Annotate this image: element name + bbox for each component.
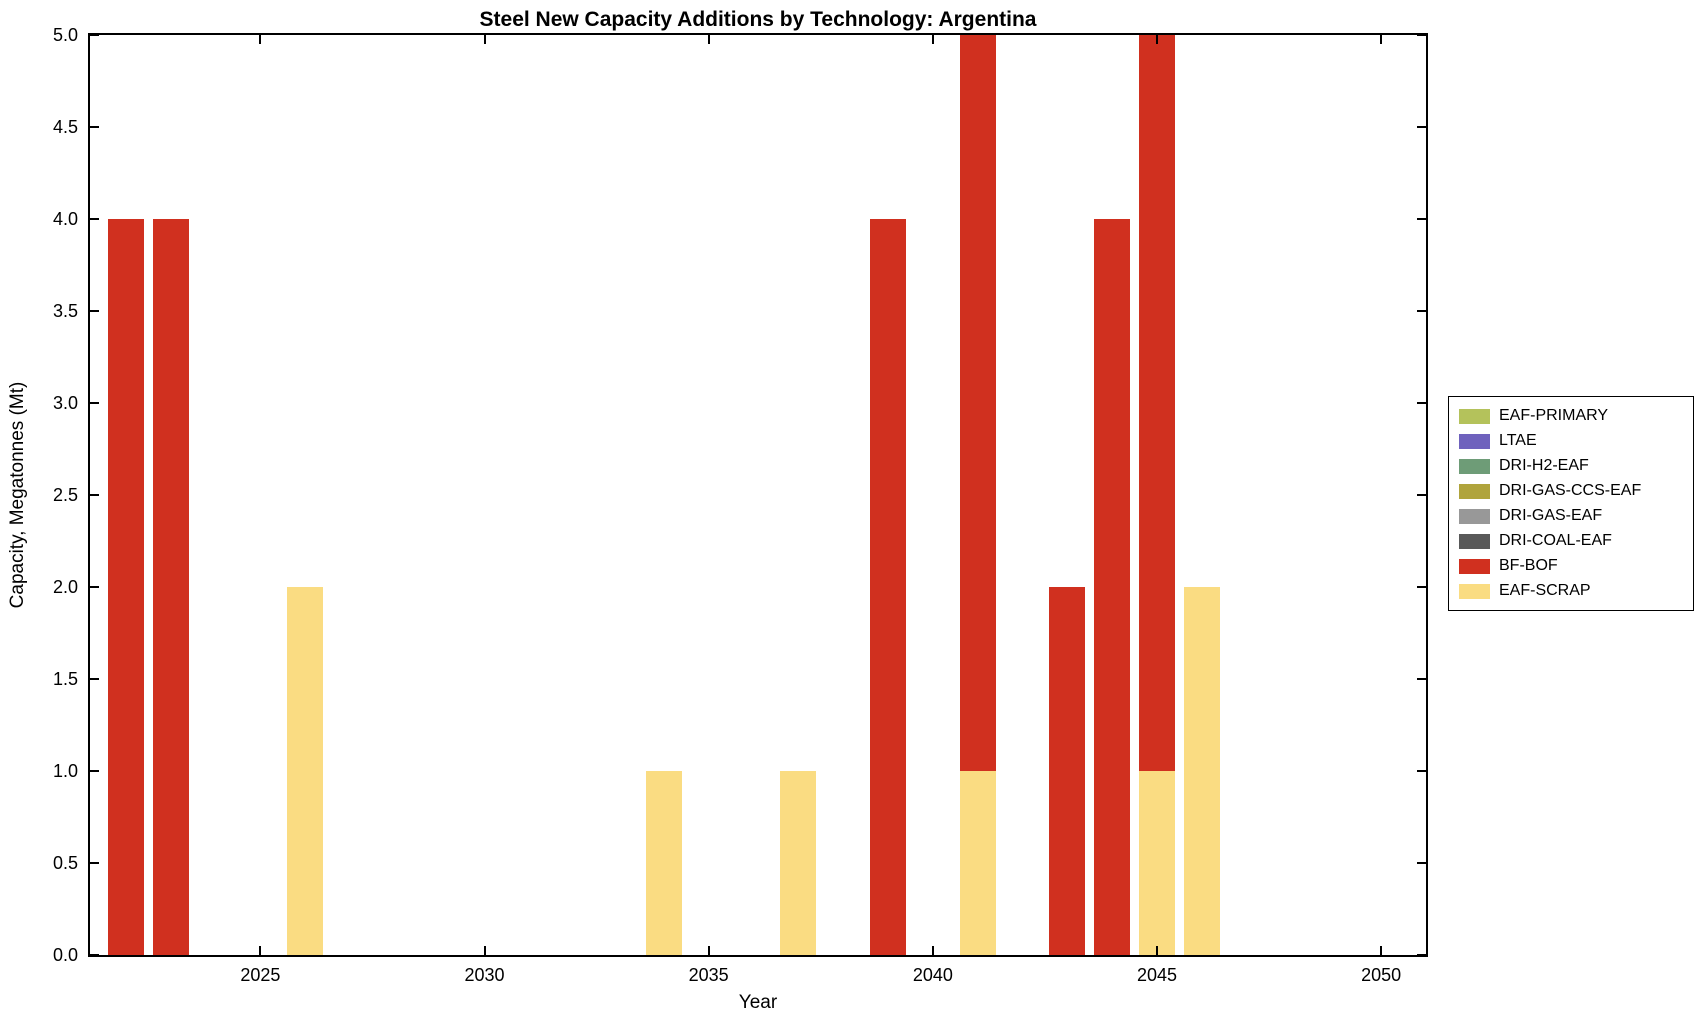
legend-label: LTAE [1499,432,1537,449]
legend-swatch [1459,558,1490,574]
y-tick-label: 3.0 [52,393,78,413]
bar-segment [1049,587,1086,955]
x-tick-label: 2040 [912,965,953,985]
x-tick [931,35,934,44]
x-tick [1156,946,1158,955]
bar-segment [287,587,324,955]
y-tick [90,218,99,220]
y-tick [90,494,99,496]
legend-label: DRI-H2-EAF [1499,457,1589,474]
y-tick [90,678,99,680]
y-tick [90,770,99,772]
bar-segment [1139,35,1175,771]
y-tick-label: 5.0 [52,25,78,45]
bar-segment [780,771,817,955]
legend-swatch [1459,583,1490,599]
x-tick [707,946,710,955]
x-tick [259,946,262,955]
y-tick-label: 3.5 [52,301,78,321]
legend-item: LTAE [1459,431,1683,451]
x-tick [931,946,934,955]
bar-segment [107,219,144,955]
y-tick [90,586,99,588]
y-tick [1417,494,1426,496]
y-tick [1417,310,1426,312]
legend-swatch [1459,408,1490,424]
y-tick [1417,402,1426,404]
bar-segment [1139,771,1175,955]
legend-item: EAF-SCRAP [1459,581,1683,601]
y-tick [1417,862,1426,864]
bar-segment [645,771,682,955]
x-tick [483,35,486,44]
x-tick [483,946,486,955]
y-tick-label: 4.0 [52,209,78,229]
legend-swatch [1459,508,1490,524]
legend-swatch [1459,433,1490,449]
legend-label: DRI-GAS-CCS-EAF [1499,482,1642,499]
legend-label: BF-BOF [1499,557,1558,574]
y-tick-label: 4.5 [52,117,78,137]
y-tick [90,402,99,404]
x-tick [259,35,262,44]
legend-label: EAF-PRIMARY [1499,407,1609,424]
legend-item: DRI-GAS-EAF [1459,506,1683,526]
y-tick-label: 2.0 [52,577,78,597]
y-tick [1417,586,1426,588]
x-tick [1156,35,1158,44]
y-tick [1417,678,1426,680]
y-tick-label: 2.5 [52,485,78,505]
y-tick [90,310,99,312]
y-tick [90,34,99,36]
legend-label: EAF-SCRAP [1499,582,1591,599]
legend-item: DRI-H2-EAF [1459,456,1683,476]
legend-swatch [1459,533,1490,549]
legend-item: DRI-GAS-CCS-EAF [1459,481,1683,501]
y-tick-label: 1.0 [52,761,78,781]
x-tick-label: 2050 [1361,965,1402,985]
legend-item: EAF-PRIMARY [1459,406,1683,426]
legend-item: DRI-COAL-EAF [1459,531,1683,551]
y-tick [90,862,99,864]
plot-area [88,33,1428,957]
y-tick [1417,218,1426,220]
legend: EAF-PRIMARY LTAE DRI-H2-EAF DRI-GAS-CCS-EAF… [1448,396,1694,611]
bar-segment [152,219,189,955]
y-tick [1417,34,1426,36]
x-tick-label: 2035 [688,965,729,985]
bar-segment [959,35,996,771]
legend-swatch [1459,483,1490,499]
chart-title: Steel New Capacity Additions by Technolo… [479,8,1037,31]
legend-item: BF-BOF [1459,556,1683,576]
y-tick [1417,954,1426,956]
x-tick-label: 2025 [240,965,281,985]
x-tick [1380,946,1383,955]
y-tick-label: 1.5 [52,669,78,689]
x-tick [707,35,710,44]
y-tick [1417,126,1426,128]
bar-segment [1094,219,1131,955]
bar-segment [870,219,906,955]
x-tick [1380,35,1383,44]
y-tick [90,954,99,956]
legend-label: DRI-GAS-EAF [1499,507,1603,524]
legend-swatch [1459,458,1490,474]
bar-segment [1183,587,1220,955]
legend-label: DRI-COAL-EAF [1499,532,1612,549]
x-tick-label: 2045 [1136,965,1178,985]
y-tick-label: 0.0 [52,945,78,965]
y-tick [1417,770,1426,772]
y-tick [90,126,99,128]
x-tick-label: 2030 [464,965,505,985]
y-tick-label: 0.5 [52,853,78,873]
x-axis-label: Year [738,992,778,1013]
bar-segment [959,771,996,955]
